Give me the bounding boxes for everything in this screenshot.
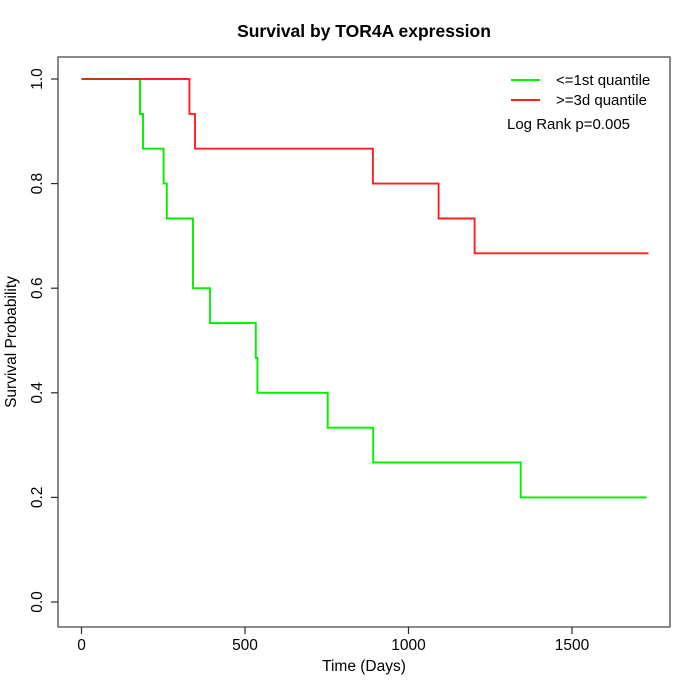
y-axis-tick-label: 0.0 <box>29 591 46 613</box>
x-axis-tick-label: 500 <box>232 637 258 654</box>
y-axis-tick-label: 0.8 <box>29 173 46 195</box>
legend: <=1st quantile >=3d quantile Log Rank p=… <box>507 72 650 133</box>
y-axis: 0.0 0.2 0.4 0.6 0.8 1.0 <box>29 68 58 613</box>
x-axis-tick-label: 1000 <box>391 637 426 654</box>
legend-label-low-quantile: <=1st quantile <box>556 72 650 89</box>
km-curve-low-quantile <box>81 78 647 499</box>
x-axis-tick-label: 0 <box>77 637 86 654</box>
x-axis: 0 500 1000 1500 <box>77 627 590 654</box>
chart-title: Survival by TOR4A expression <box>237 21 491 41</box>
y-axis-tick-label: 0.2 <box>29 487 46 509</box>
y-axis-tick-label: 1.0 <box>29 68 46 90</box>
x-axis-title: Time (Days) <box>322 658 406 675</box>
y-axis-tick-label: 0.6 <box>29 277 46 299</box>
y-axis-tick-label: 0.4 <box>29 382 46 404</box>
y-axis-title: Survival Probability <box>3 276 20 408</box>
plot-box <box>57 56 671 628</box>
km-curve-high-quantile <box>81 78 649 255</box>
legend-label-high-quantile: >=3d quantile <box>556 92 647 109</box>
x-axis-tick-label: 1500 <box>555 637 590 654</box>
logrank-pvalue-annotation: Log Rank p=0.005 <box>507 116 630 133</box>
